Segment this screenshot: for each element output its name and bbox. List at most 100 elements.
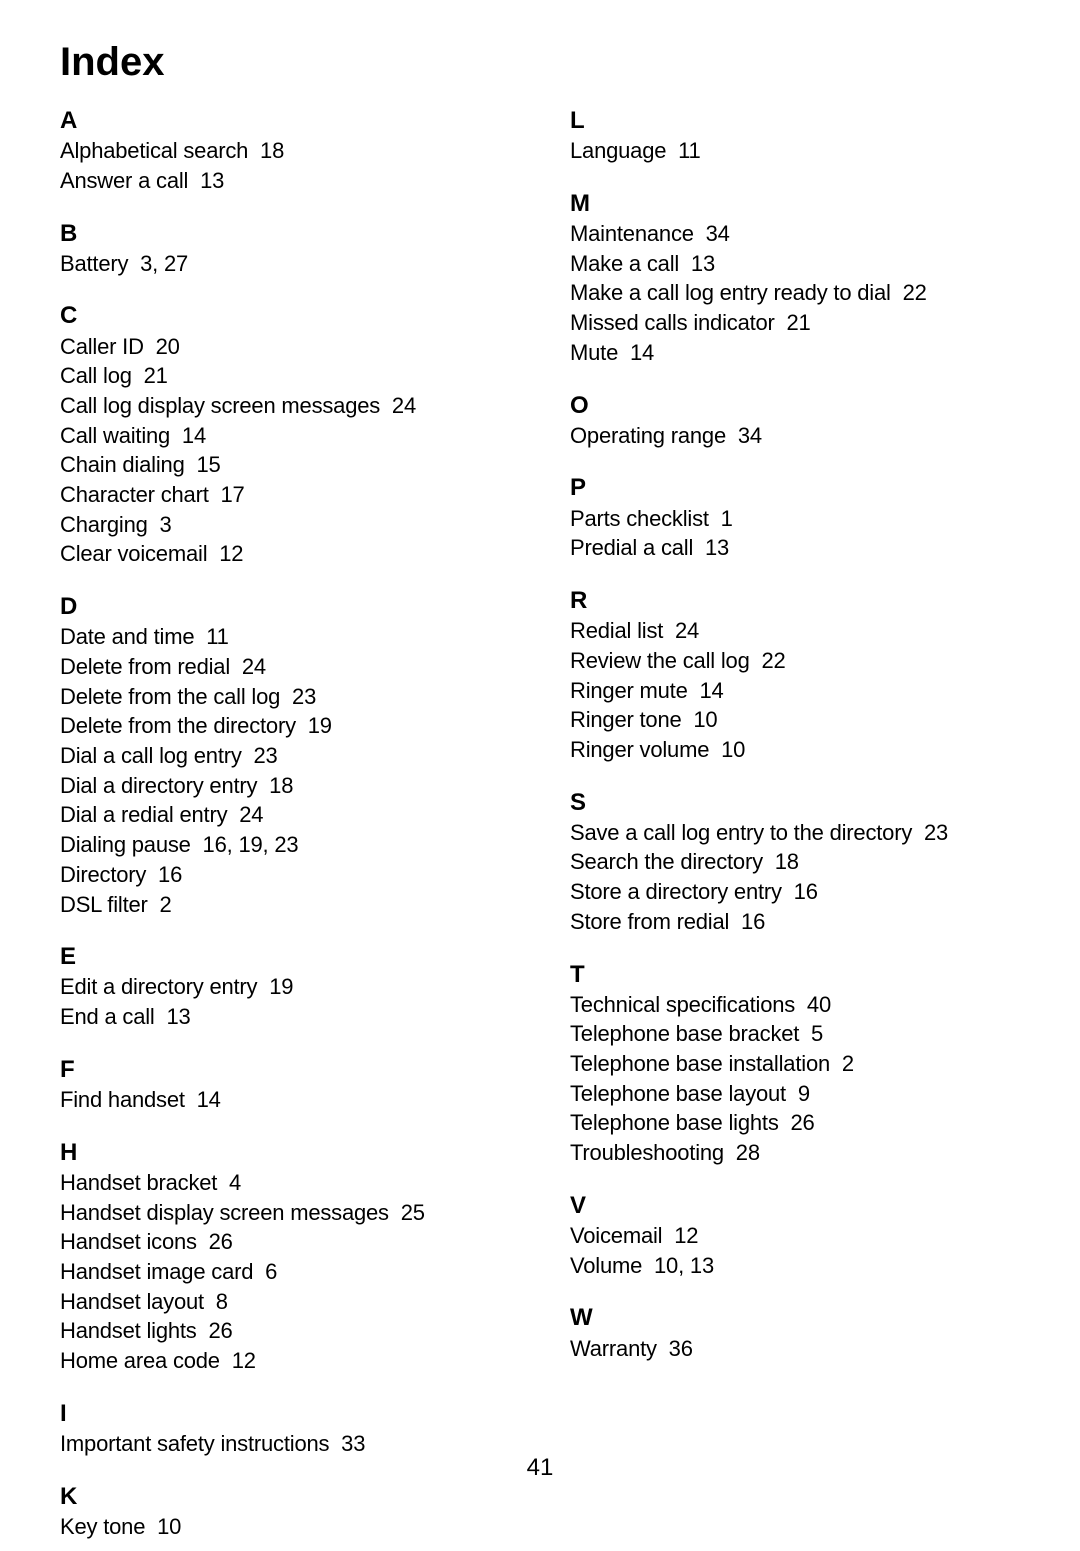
index-section-letter: S [570,787,1020,818]
index-entry-pages: 8 [216,1289,228,1314]
index-entry-pages: 13 [200,168,224,193]
index-entry-term: Delete from redial [60,654,230,679]
section-gap [570,1280,1020,1290]
index-entry-term: Key tone [60,1514,145,1539]
index-entry-pages: 2 [842,1051,854,1076]
index-section-letter: E [60,941,510,972]
section-gap [60,196,510,206]
index-entry-term: Save a call log entry to the directory [570,820,912,845]
index-entry: Parts checklist 1 [570,504,1020,534]
index-section-letter: B [60,218,510,249]
index-entry-pages: 18 [269,773,293,798]
index-column-right: LLanguage 11MMaintenance 34Make a call 1… [570,93,1020,1551]
index-entry-term: Call waiting [60,423,170,448]
index-entry-term: Telephone base lights [570,1110,779,1135]
index-entry-pages: 23 [254,743,278,768]
index-entry: Ringer tone 10 [570,705,1020,735]
index-entry-term: Answer a call [60,168,188,193]
index-entry-pages: 16 [794,879,818,904]
index-entry-pages: 23 [292,684,316,709]
index-section-letter: I [60,1398,510,1429]
index-entry: Technical specifications 40 [570,990,1020,1020]
index-entry-pages: 12 [674,1223,698,1248]
index-entry-pages: 24 [392,393,416,418]
index-entry-term: Technical specifications [570,992,795,1017]
index-entry-pages: 23 [924,820,948,845]
index-entry-pages: 20 [156,334,180,359]
index-entry-pages: 2 [159,892,171,917]
index-entry: Directory 16 [60,860,510,890]
index-entry-pages: 34 [738,423,762,448]
index-entry: Language 11 [570,136,1020,166]
index-entry-pages: 12 [232,1348,256,1373]
index-entry-term: Redial list [570,618,663,643]
index-entry-term: Date and time [60,624,194,649]
index-entry-pages: 11 [206,624,228,649]
index-entry-pages: 21 [144,363,168,388]
index-entry: Make a call log entry ready to dial 22 [570,278,1020,308]
index-entry: Telephone base bracket 5 [570,1019,1020,1049]
section-gap [60,919,510,929]
index-entry-term: Dial a redial entry [60,802,227,827]
index-entry-pages: 22 [761,648,785,673]
section-gap [60,1376,510,1386]
index-entry-pages: 15 [196,452,220,477]
index-entry-term: Telephone base installation [570,1051,830,1076]
index-entry: Find handset 14 [60,1085,510,1115]
index-entry-term: Make a call log entry ready to dial [570,280,891,305]
index-entry: Call log 21 [60,361,510,391]
index-entry-term: Handset layout [60,1289,204,1314]
index-entry-term: DSL filter [60,892,148,917]
index-section-letter: M [570,188,1020,219]
index-entry-pages: 21 [787,310,811,335]
page-number: 41 [0,1454,1080,1482]
index-entry-term: Store a directory entry [570,879,782,904]
index-entry: Chain dialing 15 [60,450,510,480]
index-entry: Telephone base installation 2 [570,1049,1020,1079]
section-gap [570,937,1020,947]
index-section-letter: K [60,1481,510,1512]
index-entry-pages: 4 [229,1170,241,1195]
index-entry: Delete from the directory 19 [60,711,510,741]
index-entry: Handset display screen messages 25 [60,1198,510,1228]
index-entry: Predial a call 13 [570,533,1020,563]
index-entry-term: Troubleshooting [570,1140,724,1165]
index-entry-term: Missed calls indicator [570,310,775,335]
index-section-letter: W [570,1302,1020,1333]
index-entry-pages: 18 [775,849,799,874]
index-entry: Character chart 17 [60,480,510,510]
index-entry-pages: 26 [790,1110,814,1135]
index-entry: Date and time 11 [60,622,510,652]
index-entry: End a call 13 [60,1002,510,1032]
index-entry-term: Call log [60,363,132,388]
index-entry-term: Ringer volume [570,737,709,762]
index-entry-pages: 40 [807,992,831,1017]
index-entry: Call waiting 14 [60,421,510,451]
index-entry-pages: 33 [341,1431,365,1456]
index-entry-term: Telephone base bracket [570,1021,799,1046]
index-entry: Edit a directory entry 19 [60,972,510,1002]
index-entry-pages: 19 [269,974,293,999]
index-entry: Delete from the call log 23 [60,682,510,712]
index-section-letter: V [570,1190,1020,1221]
index-entry-pages: 24 [242,654,266,679]
section-gap [570,368,1020,378]
index-entry: Ringer mute 14 [570,676,1020,706]
index-entry-pages: 14 [197,1087,221,1112]
section-gap [570,166,1020,176]
index-entry-term: Edit a directory entry [60,974,257,999]
index-entry: Store a directory entry 16 [570,877,1020,907]
index-entry-term: Mute [570,340,618,365]
index-entry-term: Warranty [570,1336,657,1361]
index-entry: Handset lights 26 [60,1316,510,1346]
index-entry: Answer a call 13 [60,166,510,196]
index-entry-term: Charging [60,512,148,537]
index-entry: Delete from redial 24 [60,652,510,682]
index-entry-term: Battery [60,251,128,276]
index-entry: Search the directory 18 [570,847,1020,877]
section-gap [570,765,1020,775]
index-entry-term: Find handset [60,1087,185,1112]
index-entry: Store from redial 16 [570,907,1020,937]
section-gap [60,278,510,288]
index-entry: Volume 10, 13 [570,1251,1020,1281]
